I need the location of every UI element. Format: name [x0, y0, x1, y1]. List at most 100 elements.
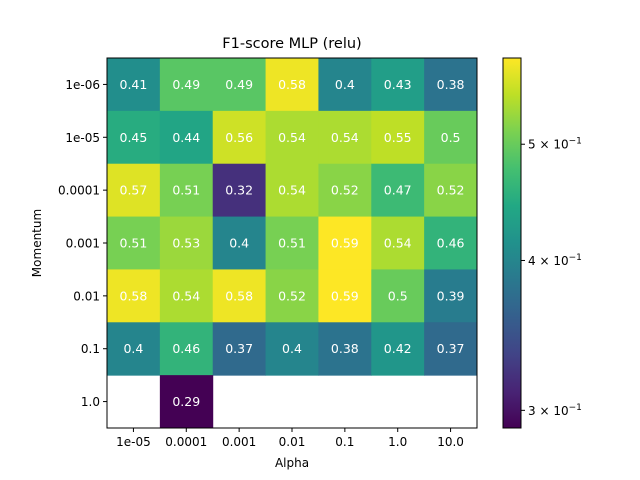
heatmap-cell [424, 322, 478, 376]
heatmap-cell [318, 110, 372, 165]
x-tick-label: 1e-05 [116, 435, 151, 449]
heatmap-cell [107, 58, 161, 112]
colorbar-ticks: 3 × 10−1 4 × 10−1 5 × 10−1 [521, 137, 582, 418]
cell-value-label: 0.58 [225, 288, 253, 303]
x-axis-label: Alpha [275, 456, 309, 470]
cell-value-label: 0.54 [331, 130, 359, 145]
x-tick-label: 1.0 [388, 435, 407, 449]
cell-value-label: 0.49 [225, 77, 253, 92]
heatmap-cell [159, 163, 214, 218]
heatmap-cell [265, 216, 319, 270]
cell-value-label: 0.45 [120, 130, 148, 145]
heatmap-cell [159, 269, 214, 323]
cell-value-label: 0.49 [172, 77, 200, 92]
y-axis: 1e-06 1e-05 0.0001 0.001 0.01 0.1 1.0 [58, 78, 107, 409]
y-tick-label: 0.001 [66, 237, 100, 251]
heatmap-cells [107, 58, 478, 429]
cell-value-label: 0.51 [278, 236, 306, 251]
heatmap-cell [424, 110, 478, 165]
heatmap-cell [371, 58, 425, 112]
heatmap-cell [424, 269, 478, 323]
cell-value-label: 0.53 [172, 236, 200, 251]
heatmap-cell [265, 163, 319, 218]
heatmap-cell [107, 110, 161, 165]
cell-value-label: 0.44 [172, 130, 200, 145]
heatmap-cell [424, 58, 478, 112]
cell-value-label: 0.4 [229, 236, 249, 251]
heatmap-cell [212, 110, 267, 165]
cell-value-label: 0.37 [437, 341, 465, 356]
y-tick-label: 0.01 [73, 289, 100, 303]
cell-value-label: 0.41 [120, 77, 148, 92]
cell-value-label: 0.54 [384, 236, 412, 251]
heatmap-cell [107, 322, 161, 376]
cell-value-label: 0.4 [335, 77, 355, 92]
y-tick-label: 0.0001 [58, 184, 100, 198]
y-axis-label: Momentum [30, 209, 44, 277]
cell-value-label: 0.37 [225, 341, 253, 356]
colorbar-tick-label: 4 × 10−1 [528, 253, 582, 268]
cell-value-label: 0.58 [120, 288, 148, 303]
cell-value-label: 0.32 [225, 183, 253, 198]
cell-value-label: 0.46 [437, 236, 465, 251]
cell-value-label: 0.29 [172, 394, 200, 409]
cell-value-label: 0.4 [123, 341, 143, 356]
heatmap-cell [265, 58, 319, 112]
heatmap-cell [318, 269, 372, 323]
cell-value-label: 0.54 [278, 130, 306, 145]
heatmap-cell [424, 163, 478, 218]
cell-value-label: 0.52 [437, 183, 465, 198]
heatmap-cell [212, 269, 267, 323]
heatmap-cell [371, 216, 425, 270]
heatmap-cell [371, 163, 425, 218]
heatmap-cell [159, 58, 214, 112]
heatmap-cell [212, 216, 267, 270]
x-tick-label: 0.001 [222, 435, 256, 449]
cell-value-label: 0.4 [282, 341, 302, 356]
cell-value-label: 0.46 [172, 341, 200, 356]
cell-value-label: 0.5 [388, 288, 408, 303]
cell-value-label: 0.59 [331, 236, 359, 251]
heatmap-cell [212, 163, 267, 218]
cell-value-label: 0.52 [331, 183, 359, 198]
heatmap-cell [424, 216, 478, 270]
colorbar [502, 57, 522, 429]
heatmap-cell [318, 58, 372, 112]
heatmap-cell [371, 269, 425, 323]
cell-value-label: 0.38 [437, 77, 465, 92]
heatmap-cell [318, 163, 372, 218]
heatmap-cell [318, 322, 372, 376]
x-axis: 1e-05 0.0001 0.001 0.01 0.1 1.0 10.0 [116, 428, 464, 449]
heatmap-cell [107, 269, 161, 323]
heatmap-cell [212, 58, 267, 112]
heatmap-cell [265, 322, 319, 376]
cell-value-label: 0.51 [172, 183, 200, 198]
heatmap-cell-labels: 0.41 0.49 0.49 0.58 0.4 0.43 0.38 0.45 0.44 0.56 0… [120, 77, 465, 409]
y-tick-label: 1e-05 [65, 131, 100, 145]
heatmap-cell [159, 375, 214, 429]
heatmap-cell [159, 322, 214, 376]
cell-value-label: 0.43 [384, 77, 412, 92]
heatmap-cell [159, 110, 214, 165]
cell-value-label: 0.59 [331, 288, 359, 303]
cell-value-label: 0.56 [225, 130, 253, 145]
heatmap-cell [107, 163, 161, 218]
y-tick-label: 1.0 [81, 395, 100, 409]
x-tick-label: 0.0001 [165, 435, 207, 449]
x-tick-label: 0.01 [279, 435, 306, 449]
cell-value-label: 0.57 [120, 183, 148, 198]
colorbar-tick-label: 5 × 10−1 [528, 137, 582, 152]
cell-value-label: 0.55 [384, 130, 412, 145]
chart-title: F1-score MLP (relu) [222, 36, 361, 52]
cell-value-label: 0.47 [384, 183, 412, 198]
cell-value-label: 0.51 [120, 236, 148, 251]
heatmap-cell [265, 269, 319, 323]
cell-value-label: 0.52 [278, 288, 306, 303]
x-tick-label: 0.1 [335, 435, 354, 449]
y-tick-label: 0.1 [81, 342, 100, 356]
x-tick-label: 10.0 [437, 435, 464, 449]
cell-value-label: 0.39 [437, 288, 465, 303]
heatmap-cell [212, 322, 267, 376]
heatmap-cell [371, 322, 425, 376]
